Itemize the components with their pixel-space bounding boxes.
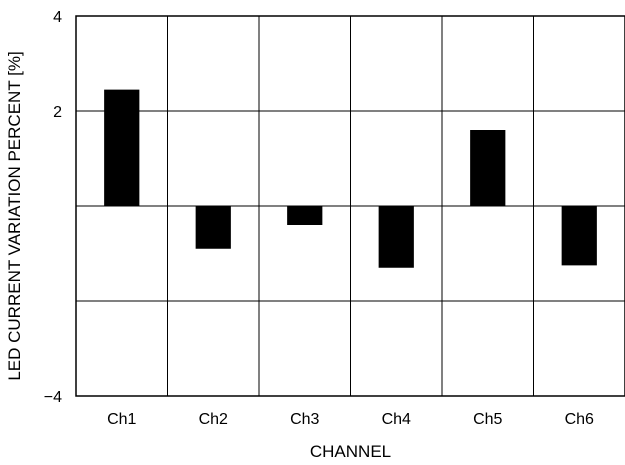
x-tick-label: Ch1 (107, 411, 136, 428)
bar-ch4 (378, 206, 414, 268)
x-tick-label: Ch3 (290, 411, 319, 428)
x-tick-label: Ch6 (565, 411, 594, 428)
y-tick-label: 2 (53, 104, 62, 121)
bar-ch5 (470, 130, 506, 206)
y-tick-label: 4 (53, 9, 62, 26)
grid-lines (76, 16, 625, 396)
plot-frame (75, 15, 625, 397)
bar-ch6 (561, 206, 597, 266)
x-tick-label: Ch5 (473, 411, 502, 428)
bars (104, 89, 597, 268)
x-axis-title: CHANNEL (310, 442, 391, 461)
x-tick-label: Ch2 (199, 411, 228, 428)
x-tick-labels: Ch1 Ch2 Ch3 Ch4 Ch5 Ch6 (107, 411, 594, 428)
bar-ch1 (104, 89, 140, 206)
y-axis-title: LED CURRENT VARIATION PERCENT [%] (5, 51, 24, 380)
x-tick-label: Ch4 (382, 411, 411, 428)
bar-ch2 (195, 206, 231, 249)
y-tick-labels: −4 2 4 (44, 9, 62, 406)
bar-ch3 (287, 206, 323, 225)
y-tick-label: −4 (44, 389, 62, 406)
